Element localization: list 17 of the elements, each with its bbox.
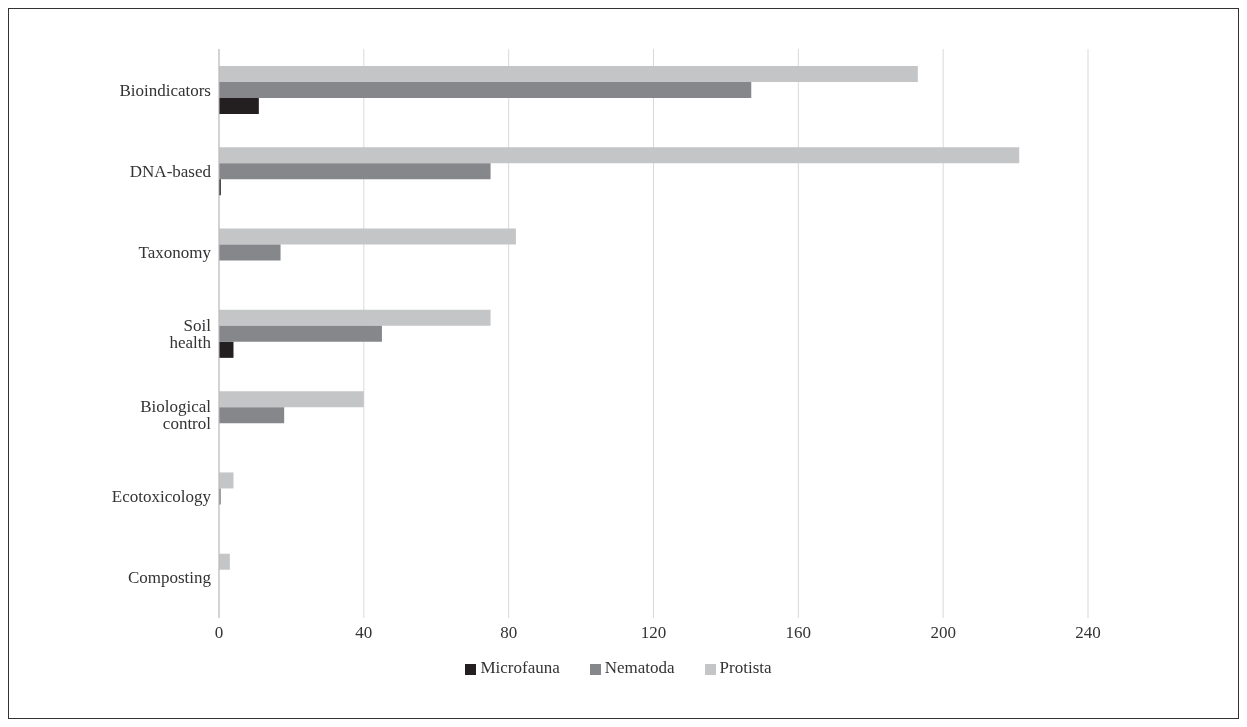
legend-label: Protista (719, 658, 772, 677)
y-tick-label: Bioindicators (119, 80, 211, 100)
x-tick-label: 80 (500, 623, 518, 643)
x-tick-label: 120 (640, 623, 667, 643)
y-tick-label: Composting (127, 568, 212, 588)
legend-label: Nematoda (604, 658, 675, 677)
legend-label: Microfauna (480, 658, 560, 677)
x-tick-label: 40 (355, 623, 373, 643)
y-tick-label: Ecotoxicology (111, 487, 212, 507)
x-tick-label: 200 (930, 623, 956, 643)
y-tick-label: Soil health (169, 316, 212, 353)
y-tick-label: Biological control (140, 397, 212, 434)
x-tick-label: 0 (214, 623, 224, 643)
x-tick-label: 240 (1075, 623, 1101, 643)
y-tick-label: DNA-based (129, 161, 212, 181)
y-tick-label: Taxonomy (138, 243, 212, 263)
x-tick-label: 160 (785, 623, 812, 643)
